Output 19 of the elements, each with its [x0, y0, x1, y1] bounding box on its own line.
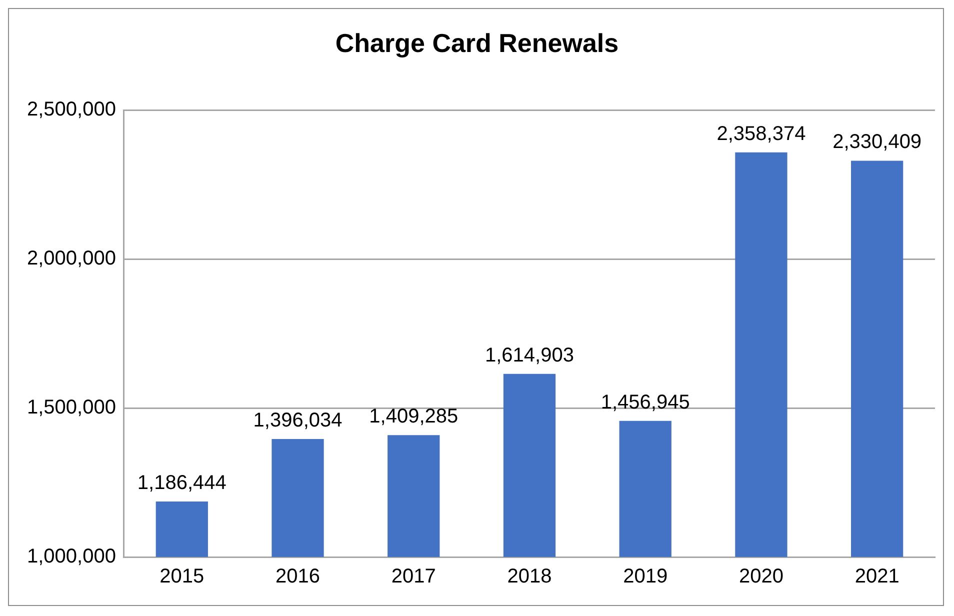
x-tick-label: 2018	[507, 566, 552, 588]
data-label: 1,409,285	[369, 406, 458, 428]
x-tick-label: 2019	[623, 566, 668, 588]
x-tick-label: 2021	[854, 566, 900, 588]
data-label: 1,456,945	[600, 391, 690, 414]
chart-title: Charge Card Renewals	[335, 28, 619, 58]
data-label: 1,614,903	[484, 344, 574, 366]
y-tick-label: 1,000,000	[26, 546, 116, 568]
y-tick-label: 1,500,000	[26, 396, 116, 419]
data-label: 2,330,409	[832, 131, 922, 154]
x-tick-label: 2020	[738, 566, 784, 588]
y-tick-label: 2,000,000	[26, 248, 116, 270]
x-tick-label: 2015	[160, 566, 204, 588]
x-tick-label: 2016	[276, 566, 320, 588]
data-label: 1,186,444	[137, 472, 226, 494]
data-label: 1,396,034	[253, 410, 342, 432]
x-tick-label: 2017	[391, 566, 436, 588]
data-label: 2,358,374	[716, 122, 806, 145]
y-tick-label: 2,500,000	[26, 98, 116, 121]
